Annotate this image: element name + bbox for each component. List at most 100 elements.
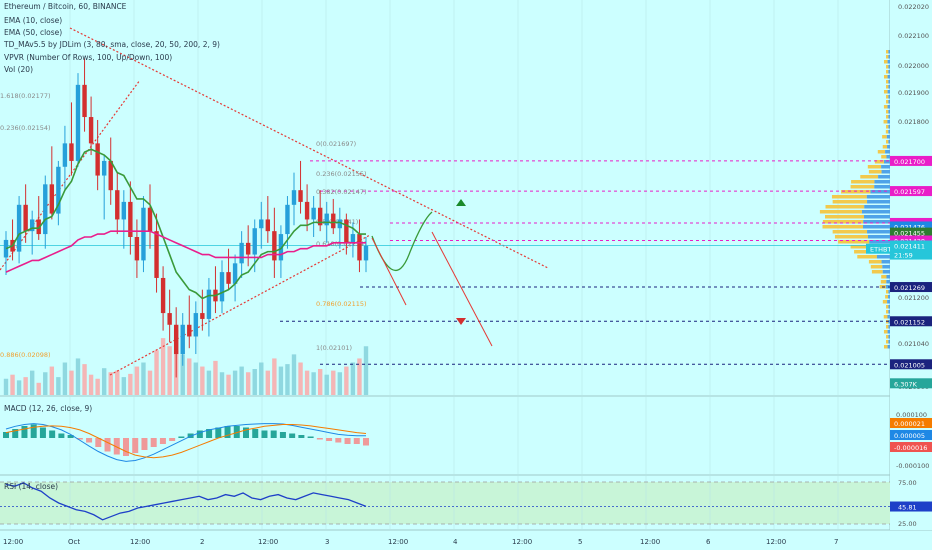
candle-body <box>252 228 257 255</box>
vpvr-bar-down <box>888 50 890 54</box>
vpvr-bar-up <box>870 265 883 269</box>
vpvr-bar-up <box>882 300 888 304</box>
red-projection-1 <box>371 237 407 306</box>
fib-label: 0.236(0.02155) <box>316 170 367 178</box>
price-tick-label: 0.022020 <box>898 3 929 11</box>
rsi-tick-label: 75.00 <box>898 479 917 487</box>
volume-bar <box>350 362 356 395</box>
price-tick-label: 0.021200 <box>898 294 929 302</box>
trendline-left <box>0 79 141 271</box>
vpvr-bar-down <box>888 70 890 74</box>
macd-signal-line <box>5 424 367 459</box>
macd-histogram-bar <box>307 436 314 438</box>
vpvr-bar-up <box>883 315 888 319</box>
vpvr-bar-up <box>885 295 889 299</box>
candle-body <box>317 207 323 226</box>
indicator-vol[interactable]: Vol (20) <box>4 65 33 74</box>
candle-body <box>167 313 172 325</box>
price-badge-label: 6.307K <box>894 380 918 388</box>
vpvr-bar-up <box>854 250 876 254</box>
candle <box>82 58 87 132</box>
indicator-ema10[interactable]: EMA (10, close) <box>4 16 62 25</box>
candle-body <box>272 231 277 261</box>
vpvr-bar-up <box>822 225 864 229</box>
rsi-badge-label: 45.81 <box>898 504 917 512</box>
volume-bar <box>121 377 127 395</box>
indicator-vpvr[interactable]: VPVR (Number Of Rows, 100, Up/Down, 100) <box>4 53 172 62</box>
candle-body <box>245 242 251 255</box>
macd-histogram-bar <box>12 429 19 438</box>
vpvr-bar-down <box>869 240 890 244</box>
vpvr-bar-down <box>886 280 890 284</box>
indicator-ema50[interactable]: EMA (50, close) <box>4 28 62 37</box>
vpvr-bar-down <box>888 340 890 344</box>
vpvr-bar-down <box>864 215 890 219</box>
rsi-title[interactable]: RSI (14, close) <box>4 482 58 491</box>
candle <box>226 248 231 290</box>
symbol-title: Ethereum / Bitcoin, 60, BINANCE <box>4 2 127 11</box>
macd-histogram-bar <box>178 436 185 438</box>
volume-bar <box>291 354 297 395</box>
volume-bar <box>88 374 94 395</box>
macd-histogram-bar <box>261 430 268 438</box>
macd-tick-label: 0.000100 <box>896 411 927 419</box>
vpvr-bar-down <box>888 310 890 314</box>
macd-histogram-bar <box>215 427 222 438</box>
price-badge <box>890 249 932 260</box>
candle <box>219 260 225 314</box>
candle <box>62 125 68 191</box>
fib-label: 1.618(0.02177) <box>0 92 51 100</box>
vpvr-bar-down <box>863 225 890 229</box>
vpvr-bar-down <box>887 300 890 304</box>
volume-bar <box>213 360 218 395</box>
vpvr-bar-down <box>863 220 890 224</box>
volume-profile <box>819 50 890 349</box>
volume-bar <box>272 358 277 395</box>
vpvr-bar-up <box>883 105 888 109</box>
candle <box>187 295 192 349</box>
vpvr-bar-down <box>888 335 890 339</box>
time-label: 12:00 <box>766 538 786 546</box>
macd-histogram-bar <box>363 438 369 446</box>
vpvr-bar-up <box>886 55 889 59</box>
candle <box>154 213 159 293</box>
price-scale[interactable]: 0.022020 0.022100 0.022000 0.021900 0.021800… <box>866 0 932 530</box>
candle <box>291 172 297 226</box>
rsi-pane <box>0 481 890 525</box>
candle <box>344 213 349 255</box>
macd-badge-label: 0.000005 <box>894 432 925 440</box>
indicator-td[interactable]: TD_MAv5.5 by JDLim (3, 80, sma, close, 2… <box>3 40 220 49</box>
vpvr-bar-down <box>883 160 890 164</box>
macd-histogram-bar <box>335 438 342 443</box>
vpvr-bar-up <box>880 280 887 284</box>
candle <box>357 219 362 273</box>
volume-bar <box>337 372 343 395</box>
volume-bar <box>193 362 199 395</box>
macd-histogram-bar <box>206 429 213 438</box>
candle-body <box>141 207 146 261</box>
candle <box>278 225 284 278</box>
candle <box>49 146 55 220</box>
price-scale-bg <box>890 0 932 530</box>
candle-body <box>128 201 133 237</box>
vpvr-bar-up <box>883 90 888 94</box>
macd-tick-label: -0.000100 <box>896 462 929 470</box>
time-axis[interactable]: 12:00 Oct 12:00 2 12:00 3 12:00 4 12:00 5 12:00 6 12… <box>3 538 838 546</box>
vpvr-bar-down <box>878 175 890 179</box>
candle-body <box>337 219 343 229</box>
price-badge-label: 0.021152 <box>894 318 925 326</box>
macd-title[interactable]: MACD (12, 26, close, 9) <box>4 404 92 413</box>
candle-body <box>43 184 48 235</box>
vpvr-bar-down <box>885 285 890 289</box>
vpvr-bar-down <box>867 235 890 239</box>
candle-body <box>115 190 120 220</box>
vpvr-bar-down <box>864 205 890 209</box>
candle <box>16 196 22 264</box>
candle <box>232 254 238 302</box>
vpvr-bar-up <box>883 75 888 79</box>
macd-histogram-bar <box>30 424 37 438</box>
candle-body <box>206 289 212 319</box>
volume-bar <box>128 373 133 395</box>
volume-bar <box>3 378 9 395</box>
